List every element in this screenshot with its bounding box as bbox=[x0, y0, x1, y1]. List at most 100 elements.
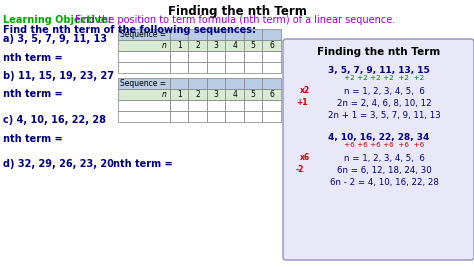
Bar bbox=[207, 111, 226, 122]
Bar bbox=[244, 29, 263, 40]
Bar bbox=[118, 78, 170, 89]
Text: nth term =: nth term = bbox=[113, 159, 173, 169]
Bar bbox=[244, 89, 263, 100]
Text: n = 1, 2, 3, 4, 5,  6: n = 1, 2, 3, 4, 5, 6 bbox=[344, 87, 425, 96]
Bar bbox=[207, 62, 226, 73]
FancyBboxPatch shape bbox=[283, 39, 474, 260]
Bar bbox=[170, 78, 189, 89]
Text: 3, 5, 7, 9, 11, 13, 15: 3, 5, 7, 9, 11, 13, 15 bbox=[328, 66, 429, 75]
Bar bbox=[263, 100, 281, 111]
Text: n: n bbox=[162, 90, 167, 99]
Text: 5: 5 bbox=[251, 41, 255, 50]
Bar bbox=[207, 89, 226, 100]
Text: 6n = 6, 12, 18, 24, 30: 6n = 6, 12, 18, 24, 30 bbox=[337, 166, 432, 175]
Bar bbox=[263, 89, 281, 100]
Bar bbox=[226, 40, 244, 51]
Bar bbox=[244, 40, 263, 51]
Bar bbox=[226, 111, 244, 122]
Bar bbox=[118, 111, 170, 122]
Text: +2 +2 +2 +2  +2  +2: +2 +2 +2 +2 +2 +2 bbox=[345, 75, 425, 81]
Text: 6: 6 bbox=[269, 90, 274, 99]
Text: -2: -2 bbox=[296, 165, 304, 174]
Text: nth term =: nth term = bbox=[3, 134, 63, 144]
Text: x6: x6 bbox=[300, 153, 310, 162]
Bar bbox=[207, 78, 226, 89]
Text: nth term =: nth term = bbox=[3, 53, 63, 63]
Bar bbox=[207, 51, 226, 62]
Text: 2: 2 bbox=[195, 90, 200, 99]
Text: 1: 1 bbox=[177, 90, 182, 99]
Text: Sequence =: Sequence = bbox=[120, 79, 166, 88]
Text: +6 +6 +6 +6  +6  +6: +6 +6 +6 +6 +6 +6 bbox=[345, 142, 425, 148]
Text: 3: 3 bbox=[214, 41, 219, 50]
Text: 5: 5 bbox=[251, 90, 255, 99]
Bar bbox=[189, 62, 207, 73]
Text: 2n = 2, 4, 6, 8, 10, 12: 2n = 2, 4, 6, 8, 10, 12 bbox=[337, 99, 432, 108]
Text: n = 1, 2, 3, 4, 5,  6: n = 1, 2, 3, 4, 5, 6 bbox=[344, 154, 425, 163]
Bar bbox=[189, 40, 207, 51]
Text: +1: +1 bbox=[296, 98, 308, 107]
Bar bbox=[263, 29, 281, 40]
Text: x2: x2 bbox=[300, 86, 310, 95]
Bar bbox=[244, 111, 263, 122]
Bar bbox=[118, 89, 170, 100]
Bar bbox=[207, 29, 226, 40]
Bar bbox=[226, 51, 244, 62]
Text: 2: 2 bbox=[195, 41, 200, 50]
Bar bbox=[189, 51, 207, 62]
Bar bbox=[170, 40, 189, 51]
Bar bbox=[170, 89, 189, 100]
Text: d) 32, 29, 26, 23, 20: d) 32, 29, 26, 23, 20 bbox=[3, 159, 114, 169]
Text: 6: 6 bbox=[269, 41, 274, 50]
Bar bbox=[207, 40, 226, 51]
Bar bbox=[189, 89, 207, 100]
Bar bbox=[118, 29, 170, 40]
Bar bbox=[226, 89, 244, 100]
Text: a) 3, 5, 7, 9, 11, 13: a) 3, 5, 7, 9, 11, 13 bbox=[3, 34, 107, 44]
Bar bbox=[244, 100, 263, 111]
Bar bbox=[226, 78, 244, 89]
Text: 6n - 2 = 4, 10, 16, 22, 28: 6n - 2 = 4, 10, 16, 22, 28 bbox=[330, 178, 439, 187]
Bar bbox=[189, 29, 207, 40]
Bar bbox=[170, 51, 189, 62]
Text: 3: 3 bbox=[214, 90, 219, 99]
Bar bbox=[263, 62, 281, 73]
Bar bbox=[263, 78, 281, 89]
Text: b) 11, 15, 19, 23, 27: b) 11, 15, 19, 23, 27 bbox=[3, 71, 114, 81]
Bar bbox=[170, 29, 189, 40]
Bar bbox=[263, 111, 281, 122]
Text: c) 4, 10, 16, 22, 28: c) 4, 10, 16, 22, 28 bbox=[3, 115, 106, 125]
Bar bbox=[189, 111, 207, 122]
Bar bbox=[263, 51, 281, 62]
Text: nth term =: nth term = bbox=[3, 89, 63, 99]
Bar bbox=[189, 100, 207, 111]
Bar bbox=[189, 78, 207, 89]
Bar bbox=[244, 62, 263, 73]
Bar bbox=[244, 51, 263, 62]
Bar bbox=[118, 62, 170, 73]
Text: Find the nth term of the following sequences:: Find the nth term of the following seque… bbox=[3, 25, 256, 35]
Text: 1: 1 bbox=[177, 41, 182, 50]
Bar bbox=[263, 40, 281, 51]
Bar bbox=[170, 62, 189, 73]
Text: 4: 4 bbox=[232, 41, 237, 50]
Bar bbox=[118, 40, 170, 51]
Bar bbox=[244, 78, 263, 89]
Text: n: n bbox=[162, 41, 167, 50]
Bar bbox=[170, 111, 189, 122]
Text: Sequence =: Sequence = bbox=[120, 30, 166, 39]
Text: Learning Objective:: Learning Objective: bbox=[3, 15, 115, 25]
Text: Finding the nth Term: Finding the nth Term bbox=[168, 5, 306, 18]
Bar bbox=[118, 51, 170, 62]
Bar bbox=[170, 100, 189, 111]
Bar bbox=[118, 100, 170, 111]
Text: 4, 10, 16, 22, 28, 34: 4, 10, 16, 22, 28, 34 bbox=[328, 133, 429, 142]
Bar bbox=[207, 100, 226, 111]
Text: 2n + 1 = 3, 5, 7, 9, 11, 13: 2n + 1 = 3, 5, 7, 9, 11, 13 bbox=[328, 111, 441, 120]
Bar bbox=[226, 62, 244, 73]
Bar bbox=[226, 100, 244, 111]
Text: Finding the nth Term: Finding the nth Term bbox=[317, 47, 440, 57]
Bar bbox=[226, 29, 244, 40]
Text: Find the position to term formula (nth term) of a linear sequence.: Find the position to term formula (nth t… bbox=[75, 15, 395, 25]
Text: 4: 4 bbox=[232, 90, 237, 99]
